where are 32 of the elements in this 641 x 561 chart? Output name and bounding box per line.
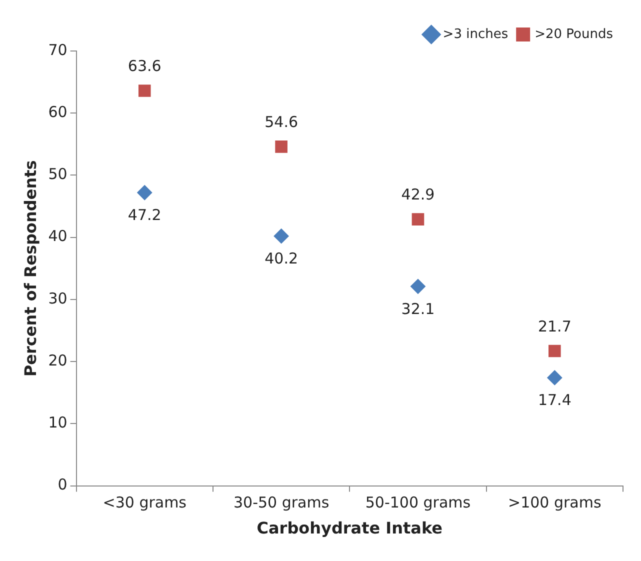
point <box>410 278 426 294</box>
data-label: 63.6 <box>128 57 162 76</box>
y-axis-title: Percent of Respondents <box>20 160 40 377</box>
y-tick-label: 50 <box>48 165 68 184</box>
point <box>275 140 288 153</box>
data-label: 47.2 <box>128 206 162 224</box>
y-tick-label: 20 <box>48 351 68 370</box>
data-label: 17.4 <box>538 391 572 410</box>
data-label: 32.1 <box>401 300 435 318</box>
y-tick-label: 0 <box>58 476 68 494</box>
data-label: 21.7 <box>538 317 572 336</box>
y-tick-label: 40 <box>48 227 68 246</box>
point <box>138 84 151 97</box>
data-label: 54.6 <box>264 113 298 132</box>
y-tick-label: 60 <box>48 103 68 122</box>
point <box>137 185 152 200</box>
legend-label: >20 Pounds <box>534 26 614 42</box>
x-tick-label: 50-100 grams <box>365 494 471 512</box>
data-label: 42.9 <box>401 186 435 204</box>
point <box>547 370 562 386</box>
x-tick-label: <30 grams <box>102 494 187 512</box>
data-label: 40.2 <box>264 249 298 268</box>
y-tick-label: 10 <box>48 414 68 432</box>
point <box>548 344 561 358</box>
legend-label: >3 inches <box>442 26 508 42</box>
x-tick-label: 30-50 grams <box>233 494 330 512</box>
x-tick-label: >100 grams <box>508 494 602 512</box>
y-tick-label: 70 <box>48 40 68 59</box>
point <box>412 213 424 226</box>
y-tick-label: 30 <box>48 289 68 308</box>
point <box>274 228 289 244</box>
x-axis-title: Carbohydrate Intake <box>256 518 443 538</box>
